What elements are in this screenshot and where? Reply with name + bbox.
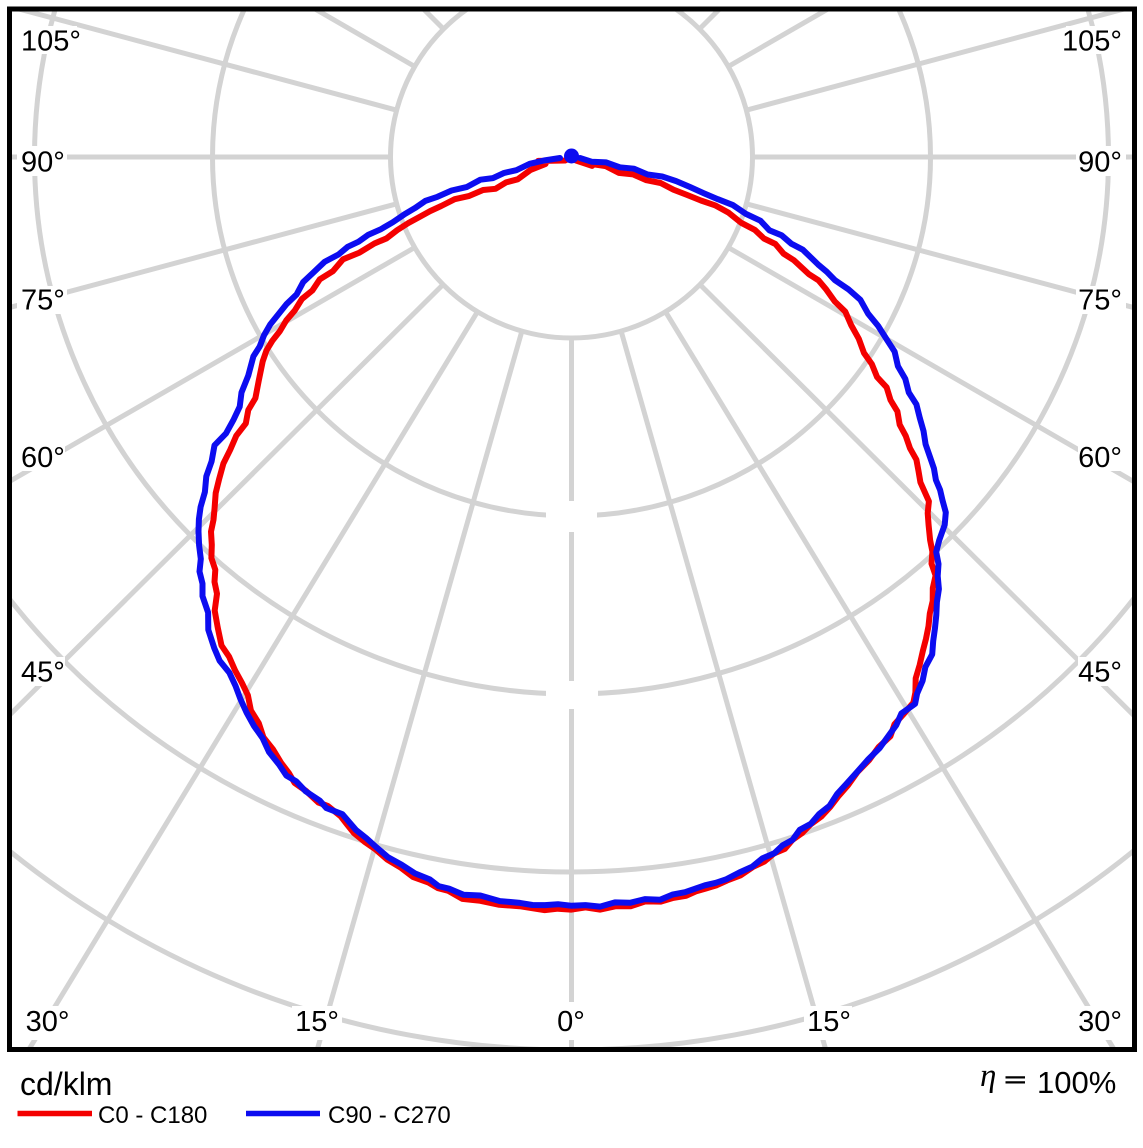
svg-text:105°: 105° (21, 26, 81, 58)
svg-text:75°: 75° (21, 285, 65, 317)
svg-text:60°: 60° (21, 442, 65, 474)
svg-text:90°: 90° (21, 147, 65, 179)
svg-text:75°: 75° (1078, 285, 1122, 317)
svg-text:C90 - C270: C90 - C270 (328, 1102, 451, 1129)
svg-text:15°: 15° (295, 1006, 339, 1038)
svg-text:15°: 15° (807, 1006, 851, 1038)
svg-text:45°: 45° (21, 657, 65, 689)
svg-text:60°: 60° (1078, 442, 1122, 474)
svg-text:45°: 45° (1078, 657, 1122, 689)
svg-text:cd/klm: cd/klm (20, 1066, 112, 1102)
svg-text:0°: 0° (557, 1006, 585, 1038)
svg-text:30°: 30° (26, 1006, 70, 1038)
svg-text:105°: 105° (1062, 26, 1122, 58)
svg-text:90°: 90° (1078, 147, 1122, 179)
svg-text:C0 - C180: C0 - C180 (98, 1102, 207, 1129)
svg-text:100%: 100% (1037, 1065, 1116, 1100)
svg-text:η: η (980, 1058, 996, 1094)
svg-text:30°: 30° (1078, 1006, 1122, 1038)
